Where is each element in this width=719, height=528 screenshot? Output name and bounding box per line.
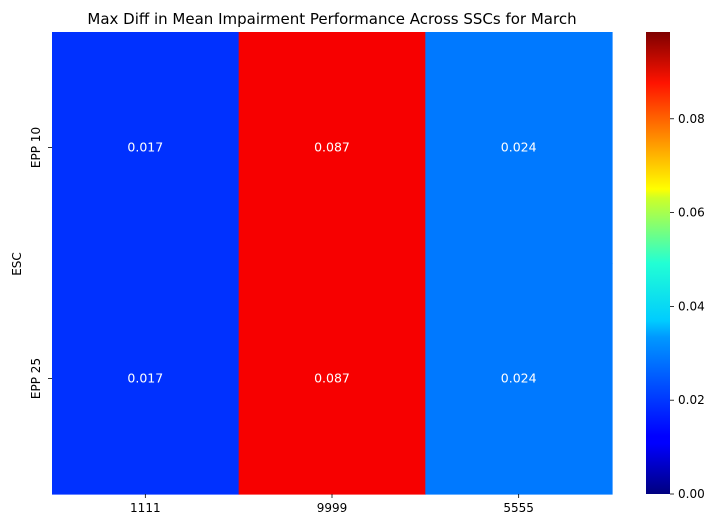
heatmap-cell [52, 263, 240, 495]
chart-title: Max Diff in Mean Impairment Performance … [87, 10, 576, 28]
x-axis-ticks: 1111 9999 5555 [130, 494, 534, 515]
x-tick-label: 9999 [317, 501, 348, 515]
colorbar-tick-label: 0.02 [678, 393, 705, 407]
cell-annotation: 0.024 [501, 371, 537, 386]
x-tick-label: 5555 [503, 501, 534, 515]
cell-annotation: 0.017 [127, 371, 163, 386]
colorbar-ticks: 0.00 0.02 0.04 0.06 0.08 [670, 112, 705, 501]
y-tick-label: EPP 25 [29, 358, 43, 399]
y-axis-label: ESC [10, 252, 24, 276]
heatmap-cell [425, 263, 613, 495]
heatmap-cell [52, 32, 240, 264]
colorbar [646, 32, 670, 494]
heatmap-cell [425, 32, 613, 264]
cell-annotation: 0.024 [501, 140, 537, 155]
cell-annotation: 0.017 [127, 140, 163, 155]
cell-annotation: 0.087 [314, 140, 350, 155]
cell-annotation: 0.087 [314, 371, 350, 386]
colorbar-tick-label: 0.08 [678, 112, 705, 126]
heatmap-cell [238, 263, 426, 495]
x-tick-label: 1111 [130, 501, 161, 515]
heatmap-cells [52, 32, 613, 495]
colorbar-tick-label: 0.04 [678, 299, 705, 313]
cell-annotations: 0.017 0.087 0.024 0.017 0.087 0.024 [127, 140, 536, 386]
y-axis-ticks: EPP 10 EPP 25 [29, 127, 52, 399]
heatmap-cell [238, 32, 426, 264]
colorbar-tick-label: 0.06 [678, 206, 705, 220]
colorbar-tick-label: 0.00 [678, 487, 705, 501]
y-tick-label: EPP 10 [29, 127, 43, 168]
